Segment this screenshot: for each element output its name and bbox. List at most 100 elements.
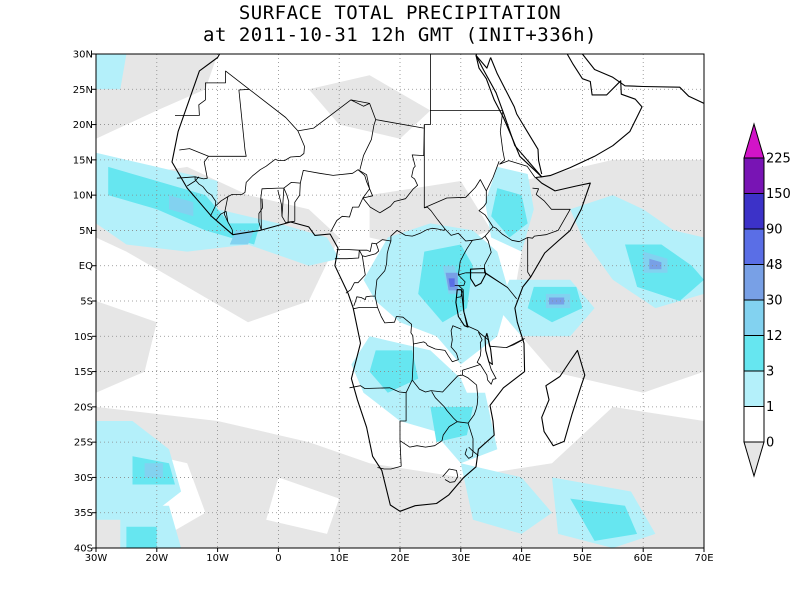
lat-tick-label: 20N [73,120,93,131]
lat-tick-label: 30S [74,473,93,484]
border-37 [479,361,497,385]
border-28 [334,250,360,260]
lon-tick-label: 50E [573,553,592,564]
border-39 [442,468,459,483]
colorbar-label: 3 [766,365,774,380]
border-7 [357,124,431,214]
border-42 [179,148,209,157]
coastline-4 [490,57,543,175]
precip-area-0 [96,54,218,139]
colorbar-box [743,335,765,372]
border-36 [399,421,458,448]
lat-tick-label: 10S [74,332,93,343]
precip-area-18 [460,463,552,534]
border-47 [258,198,264,231]
precip-area-28 [430,406,473,443]
border-40 [464,446,474,459]
border-29 [358,250,363,256]
border-27 [345,243,380,294]
border-38 [506,338,525,348]
precip-area-9 [96,54,127,90]
lat-tick-label: 25N [73,85,93,96]
country-borders [175,54,571,483]
border-21 [456,285,464,298]
lat-tick-label: 30N [73,50,93,61]
border-26 [374,240,392,297]
precip-area-24 [369,350,419,393]
colorbar-box [743,406,765,443]
border-20 [454,274,466,286]
border-22 [465,272,508,288]
border-32 [377,392,407,470]
lon-tick-label: 10W [206,553,229,564]
map-title-line1: SURFACE TOTAL PRECIPITATION [238,2,562,24]
precip-area-3 [96,301,157,393]
lon-tick-label: 20W [145,553,168,564]
border-15 [485,161,500,192]
precip-area-31 [169,195,194,217]
lat-tick-label: 20S [74,402,93,413]
lon-tick-label: 10E [330,553,349,564]
lat-tick-label: 10N [73,191,93,202]
coastline-2 [475,54,704,178]
colorbar-box [743,228,765,265]
colorbar-label: 1 [766,400,774,415]
border-14 [499,110,536,178]
colorbar-label: 90 [766,223,783,238]
border-50 [288,220,295,223]
colorbar-box [743,193,765,230]
lat-tick-label: 40S [74,544,93,555]
precip-area-23 [418,244,473,323]
lon-tick-label: 30W [85,553,108,564]
border-17 [527,237,532,278]
border-25 [353,295,378,308]
lat-tick-label: 25S [74,438,93,449]
border-8 [350,99,370,107]
precip-area-39 [649,258,662,270]
lon-tick-label: 30E [451,553,470,564]
precip-area-8 [266,477,340,534]
border-13 [424,179,494,242]
border-0 [175,70,226,116]
colorbar: 0 1 3 12 30 48 90 150 225 [743,122,791,478]
colorbar-high-arrow [743,122,765,159]
border-5 [283,181,301,222]
colorbar-label: 48 [766,258,783,273]
coastlines [171,54,704,512]
map-axes: 30W 20W 10W 0 10E 20E 30E 40E 50E 60E 70E 30N 25N 20N… [73,50,714,565]
border-2 [223,88,305,230]
colorbar-low-arrow [743,441,765,478]
coastline-3 [475,55,492,69]
lat-tick-label: 35S [74,508,93,519]
map-title-line2: at 2011-10-31 12h GMT (INIT+336h) [203,24,597,46]
colorbar-box [743,370,765,407]
colorbar-label: 0 [766,436,774,451]
lon-tick-label: 0 [275,553,281,564]
border-34 [431,374,479,424]
lat-tick-label: 5S [80,297,93,308]
border-43 [186,176,200,187]
border-19 [457,240,473,276]
lat-tick-label: 5N [79,226,93,237]
coastline-1 [541,349,586,447]
border-49 [283,187,290,224]
colorbar-label: 30 [766,294,783,309]
border-12 [336,124,446,253]
colorbar-label: 150 [766,187,791,202]
precip-area-36 [144,463,163,478]
precip-area-40 [448,278,455,287]
border-24 [353,306,462,363]
border-9 [375,119,424,129]
colorbar-box [743,157,765,194]
precip-area-22 [491,188,528,238]
precip-area-30 [126,526,157,548]
colorbar-label: 225 [766,152,791,167]
precip-area-29 [570,498,638,541]
border-51 [231,229,234,235]
colorbar-label: 12 [766,329,783,344]
colorbar-box [743,299,765,336]
border-44 [194,176,217,217]
lon-tick-label: 20E [390,553,409,564]
lon-tick-label: 60E [634,553,653,564]
